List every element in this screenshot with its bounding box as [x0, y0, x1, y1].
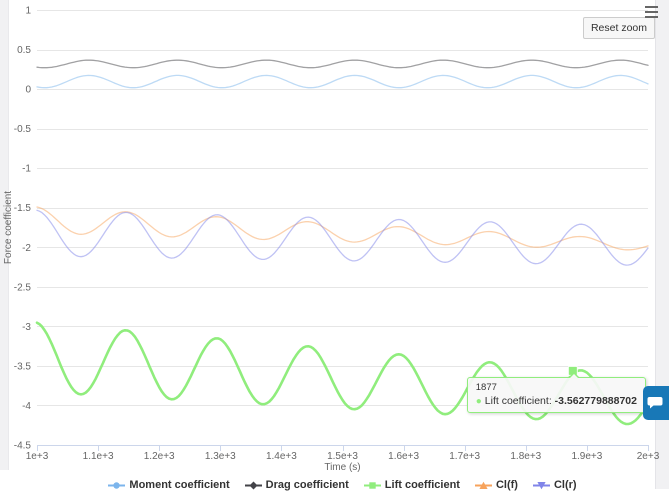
chat-bubble-icon	[647, 397, 663, 409]
y-tick-label: 1	[25, 6, 31, 17]
legend-item-cl-f[interactable]: Cl(f)	[474, 479, 518, 491]
chart-context-menu-button[interactable]	[645, 6, 658, 18]
x-tick-label: 1.2e+3	[144, 451, 175, 462]
y-tick-label: -3	[22, 322, 31, 333]
legend-item-label: Cl(f)	[495, 479, 518, 491]
legend-item-label: Cl(r)	[553, 479, 577, 491]
legend-square-marker-icon	[363, 481, 381, 489]
legend-triangle-marker-icon	[474, 481, 492, 489]
hamburger-icon	[645, 6, 658, 8]
y-tick-label: 0.5	[17, 45, 31, 56]
y-tick-label: 0	[25, 85, 31, 96]
y-tick-label: -2	[22, 243, 31, 254]
chart-legend: Moment coefficient Drag coefficient Lift c…	[37, 475, 648, 495]
legend-item-label: Drag coefficient	[265, 479, 349, 491]
legend-item-cl-r[interactable]: Cl(r)	[532, 479, 577, 491]
y-tick-label: -1.5	[14, 203, 32, 214]
legend-circle-marker-icon	[108, 481, 126, 489]
y-tick-label: -3.5	[14, 361, 32, 372]
x-axis-title: Time (s)	[324, 462, 360, 472]
x-tick-label: 2e+3	[637, 451, 660, 462]
x-tick-label: 1.1e+3	[83, 451, 114, 462]
series-line-cl-r[interactable]	[36, 209, 649, 266]
y-tick-label: -4	[22, 401, 31, 412]
series-line-cl-f[interactable]	[36, 206, 649, 251]
x-tick-label: 1.4e+3	[266, 451, 297, 462]
series-line-drag-coefficient[interactable]	[36, 59, 649, 69]
page-left-gutter	[0, 0, 9, 470]
x-tick-label: 1.3e+3	[205, 451, 236, 462]
legend-item-drag-coefficient[interactable]: Drag coefficient	[244, 479, 349, 491]
page-right-gutter	[655, 0, 669, 489]
hover-point-marker	[567, 365, 578, 376]
series-line-lift-coefficient[interactable]	[35, 321, 650, 426]
x-tick-label: 1.5e+3	[327, 451, 358, 462]
legend-triangle-down-marker-icon	[532, 481, 550, 489]
feedback-button[interactable]	[643, 386, 669, 420]
x-tick-label: 1.7e+3	[449, 451, 480, 462]
x-tick-label: 1.8e+3	[510, 451, 541, 462]
y-tick-label: -4.5	[14, 441, 32, 452]
y-tick-label: -1	[22, 164, 31, 175]
x-tick-label: 1.9e+3	[571, 451, 602, 462]
legend-diamond-marker-icon	[244, 481, 262, 489]
legend-item-moment-coefficient[interactable]: Moment coefficient	[108, 479, 230, 491]
y-axis-title: Force coefficient	[3, 191, 14, 264]
force-coefficient-chart-plot-area[interactable]: 1 0.5 0 -0.5 -1 -1.5 -2 -2.5 -3 -3.5 -4 -4.51e+3 1.1…	[0, 0, 669, 473]
x-tick-label: 1.6e+3	[388, 451, 419, 462]
legend-item-lift-coefficient[interactable]: Lift coefficient	[363, 479, 460, 491]
y-tick-label: -2.5	[14, 282, 32, 293]
x-tick-label: 1e+3	[26, 451, 49, 462]
legend-item-label: Moment coefficient	[129, 479, 230, 491]
reset-zoom-button[interactable]: Reset zoom	[582, 17, 655, 39]
y-tick-label: -0.5	[14, 124, 32, 135]
legend-item-label: Lift coefficient	[384, 479, 460, 491]
series-line-moment-coefficient[interactable]	[36, 74, 649, 89]
